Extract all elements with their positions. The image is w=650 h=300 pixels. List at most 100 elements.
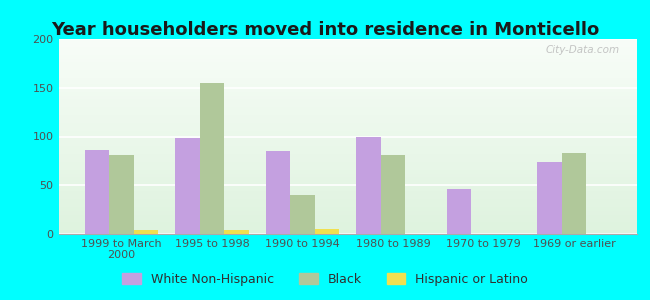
Bar [58,211,637,212]
Bar [58,164,637,166]
Bar [58,177,637,179]
Bar [58,140,637,142]
Bar [58,113,637,115]
Bar [58,100,637,101]
Bar [58,146,637,148]
Bar [58,64,637,66]
Bar [58,217,637,218]
Bar [58,49,637,51]
Bar [200,83,224,234]
Bar [58,111,637,113]
Bar [58,203,637,205]
Bar [58,176,637,177]
Bar [58,168,637,170]
Bar [58,107,637,109]
Bar [58,84,637,86]
Bar [58,185,637,187]
Text: Year householders moved into residence in Monticello: Year householders moved into residence i… [51,21,599,39]
Bar [58,150,637,152]
Bar [58,230,637,232]
Bar [58,62,637,64]
Bar [58,55,637,56]
Bar [58,131,637,133]
Bar [58,136,637,138]
Bar [58,76,637,78]
Bar [315,229,339,234]
Bar [58,88,637,90]
Bar [58,228,637,230]
Bar [58,117,637,119]
Bar [58,121,637,123]
Bar [58,134,637,136]
Bar [58,160,637,162]
Bar [58,201,637,203]
Bar [58,43,637,45]
Bar [58,78,637,80]
Bar [58,226,637,228]
Bar [58,152,637,154]
Bar [58,119,637,121]
Bar [58,189,637,191]
Bar [58,166,637,168]
Bar [58,148,637,150]
Bar [356,136,381,234]
Bar [291,195,315,234]
Bar [58,154,637,156]
Text: City-Data.com: City-Data.com [545,45,619,55]
Bar [266,151,291,234]
Bar [58,109,637,111]
Bar [58,82,637,84]
Bar [381,155,405,234]
Bar [58,39,637,41]
Bar [58,222,637,224]
Bar [58,47,637,49]
Bar [58,56,637,58]
Bar [58,51,637,53]
Bar [58,80,637,82]
Bar [58,207,637,209]
Bar [58,173,637,175]
Bar [58,191,637,193]
Bar [58,218,637,220]
Bar [58,41,637,43]
Bar [58,95,637,98]
Bar [562,153,586,234]
Bar [58,158,637,160]
Bar [58,90,637,92]
Legend: White Non-Hispanic, Black, Hispanic or Latino: White Non-Hispanic, Black, Hispanic or L… [117,268,533,291]
Bar [58,181,637,183]
Bar [84,150,109,234]
Bar [58,127,637,129]
Bar [58,172,637,173]
Bar [538,162,562,234]
Bar [58,142,637,144]
Bar [58,72,637,74]
Bar [58,133,637,134]
Bar [58,162,637,164]
Bar [58,209,637,211]
Bar [58,68,637,70]
Bar [58,53,637,55]
Bar [58,170,637,172]
Bar [58,123,637,125]
Bar [58,105,637,107]
Bar [58,183,637,185]
Bar [58,98,637,100]
Bar [58,179,637,181]
Bar [176,138,200,234]
Bar [58,70,637,72]
Bar [58,103,637,105]
Bar [58,129,637,131]
Bar [109,155,134,234]
Bar [58,101,637,103]
Bar [58,58,637,61]
Bar [58,199,637,201]
Bar [58,195,637,197]
Bar [447,189,471,234]
Bar [58,125,637,127]
Bar [58,220,637,222]
Bar [58,92,637,94]
Bar [134,230,158,234]
Bar [58,197,637,199]
Bar [58,205,637,207]
